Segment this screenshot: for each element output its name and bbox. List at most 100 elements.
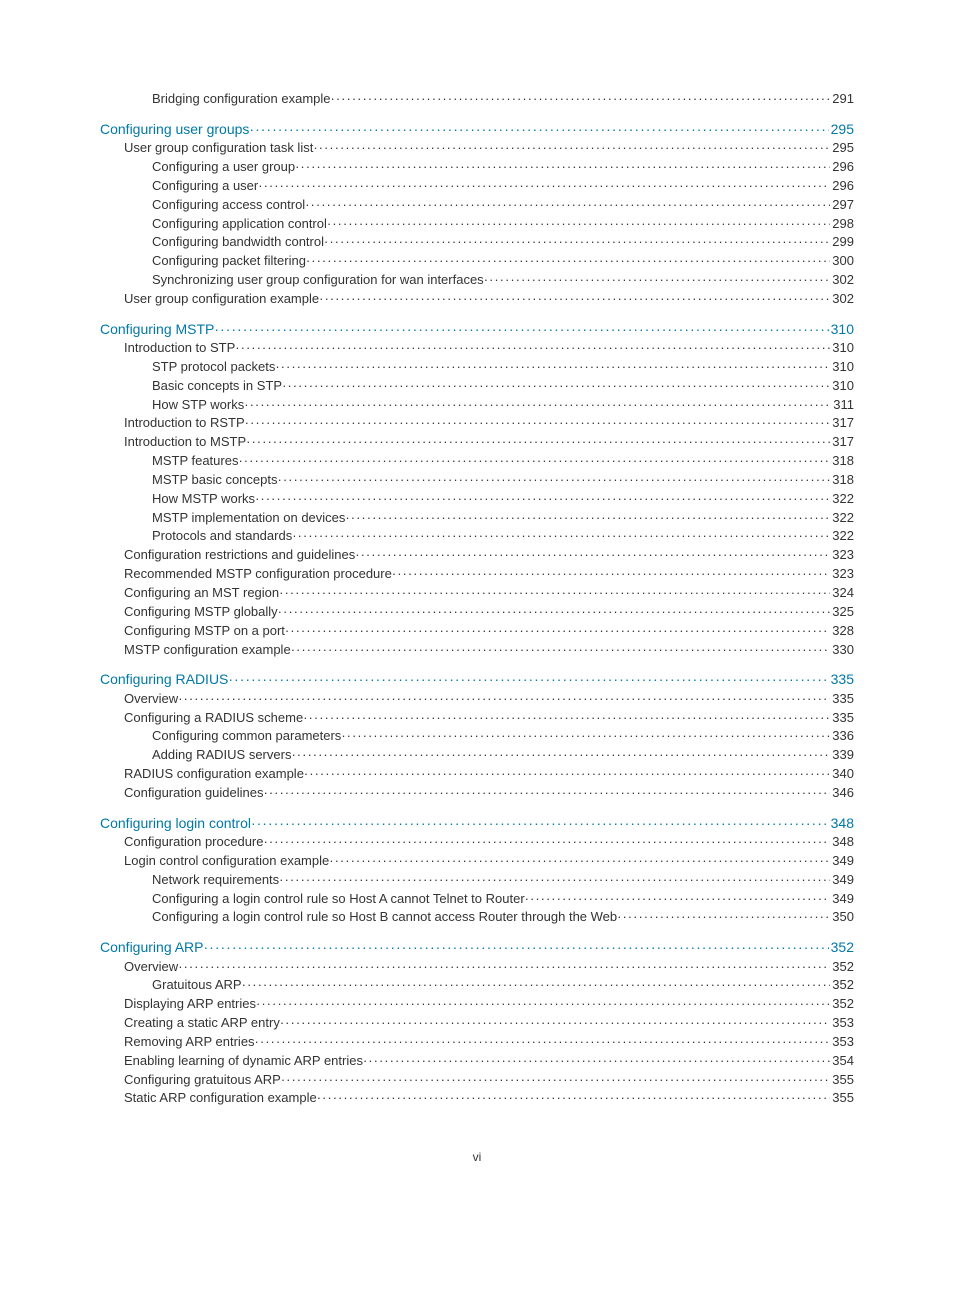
toc-page-number: 346: [830, 784, 854, 803]
toc-label: Configuring a RADIUS scheme: [124, 709, 303, 728]
toc-leader-dots: [275, 358, 830, 377]
toc-page-number: 355: [830, 1089, 854, 1108]
toc-label[interactable]: Configuring MSTP: [100, 319, 214, 339]
toc-chapter[interactable]: Configuring user groups 295: [100, 119, 854, 139]
toc-entry: Overview 352: [100, 958, 854, 977]
toc-label: Configuring application control: [152, 215, 327, 234]
toc-chapter[interactable]: Configuring login control 348: [100, 813, 854, 833]
toc-page-number: 300: [830, 252, 854, 271]
toc-page-number: 353: [830, 1033, 854, 1052]
toc-entry: User group configuration example 302: [100, 290, 854, 309]
toc-page-number: 335: [829, 669, 854, 689]
toc-leader-dots: [280, 1014, 830, 1033]
toc-leader-dots: [279, 584, 830, 603]
toc-leader-dots: [525, 890, 831, 909]
toc-page-number: 310: [830, 339, 854, 358]
toc-label: Introduction to MSTP: [124, 433, 246, 452]
toc-label[interactable]: Configuring RADIUS: [100, 669, 228, 689]
toc-page-number: 302: [830, 271, 854, 290]
toc-entry: Configuring a user 296: [100, 177, 854, 196]
toc-entry: Configuring bandwidth control 299: [100, 233, 854, 252]
toc-entry: MSTP basic concepts 318: [100, 471, 854, 490]
toc-entry: Login control configuration example 349: [100, 852, 854, 871]
toc-page-number: 350: [830, 908, 854, 927]
toc-page-number: 335: [830, 690, 854, 709]
toc-leader-dots: [355, 546, 830, 565]
toc-entry: Basic concepts in STP 310: [100, 377, 854, 396]
toc-page-number: 355: [830, 1071, 854, 1090]
toc-leader-dots: [324, 233, 830, 252]
toc-leader-dots: [178, 690, 830, 709]
toc-page-number: 348: [830, 833, 854, 852]
toc-label: Recommended MSTP configuration procedure: [124, 565, 392, 584]
toc-entry: Overview 335: [100, 690, 854, 709]
toc-page-number: 325: [830, 603, 854, 622]
toc-chapter[interactable]: Configuring ARP 352: [100, 937, 854, 957]
toc-entry: Configuring access control 297: [100, 196, 854, 215]
toc-page-number: 297: [830, 196, 854, 215]
toc-page-number: 318: [830, 452, 854, 471]
toc-page-number: 349: [830, 871, 854, 890]
toc-section: Configuring MSTP 310Introduction to STP …: [100, 319, 854, 660]
toc-page-number: 339: [830, 746, 854, 765]
toc-leader-dots: [245, 414, 831, 433]
toc-leader-dots: [341, 727, 830, 746]
toc-page-number: 336: [830, 727, 854, 746]
toc-leader-dots: [363, 1052, 830, 1071]
toc-page-number: 310: [830, 358, 854, 377]
toc-entry: Removing ARP entries 353: [100, 1033, 854, 1052]
toc-entry: Configuring an MST region 324: [100, 584, 854, 603]
toc-page-number: 302: [830, 290, 854, 309]
toc-entry: Configuring MSTP on a port 328: [100, 622, 854, 641]
toc-leader-dots: [235, 339, 830, 358]
toc-label: Basic concepts in STP: [152, 377, 282, 396]
table-of-contents: Bridging configuration example 291 Config…: [100, 90, 854, 1108]
toc-leader-dots: [291, 641, 831, 660]
toc-leader-dots: [178, 958, 830, 977]
toc-label: Configuration guidelines: [124, 784, 263, 803]
toc-label[interactable]: Configuring user groups: [100, 119, 249, 139]
toc-entry: User group configuration task list 295: [100, 139, 854, 158]
toc-leader-dots: [317, 1089, 831, 1108]
toc-chapter[interactable]: Configuring MSTP 310: [100, 319, 854, 339]
toc-leader-dots: [256, 995, 830, 1014]
toc-label: STP protocol packets: [152, 358, 275, 377]
toc-entry: How STP works 311: [100, 396, 854, 415]
toc-label[interactable]: Configuring login control: [100, 813, 251, 833]
toc-leader-dots: [306, 252, 830, 271]
toc-label: MSTP implementation on devices: [152, 509, 345, 528]
toc-leader-dots: [281, 1071, 830, 1090]
toc-leader-dots: [279, 871, 830, 890]
toc-label[interactable]: Configuring ARP: [100, 937, 204, 957]
toc-page-number: 352: [830, 995, 854, 1014]
toc-label: How MSTP works: [152, 490, 255, 509]
toc-leader-dots: [345, 509, 830, 528]
toc-page-number: 299: [830, 233, 854, 252]
toc-page-number: 352: [830, 958, 854, 977]
toc-page-number: 295: [830, 139, 854, 158]
toc-page-number: 295: [829, 119, 854, 139]
toc-page-number: 354: [830, 1052, 854, 1071]
toc-leader-dots: [249, 119, 828, 139]
toc-label: Bridging configuration example: [152, 90, 331, 109]
toc-page-number: 311: [831, 396, 854, 415]
toc-chapter[interactable]: Configuring RADIUS 335: [100, 669, 854, 689]
toc-page-number: 317: [830, 414, 854, 433]
toc-page-number: 349: [830, 852, 854, 871]
toc-leader-dots: [204, 937, 829, 957]
toc-label: Configuring gratuitous ARP: [124, 1071, 281, 1090]
toc-page: Bridging configuration example 291 Config…: [0, 0, 954, 1204]
toc-label: Configuring an MST region: [124, 584, 279, 603]
toc-entry: Introduction to MSTP 317: [100, 433, 854, 452]
toc-leader-dots: [291, 746, 830, 765]
toc-label: MSTP basic concepts: [152, 471, 277, 490]
toc-label: Synchronizing user group configuration f…: [152, 271, 484, 290]
toc-entry: How MSTP works 322: [100, 490, 854, 509]
toc-page-number: 291: [830, 90, 854, 109]
toc-label: How STP works: [152, 396, 244, 415]
toc-page-number: 322: [830, 527, 854, 546]
toc-entry: Protocols and standards 322: [100, 527, 854, 546]
toc-label: Overview: [124, 958, 178, 977]
toc-label: Configuring MSTP globally: [124, 603, 278, 622]
toc-section: Configuring ARP 352Overview 352Gratuitou…: [100, 937, 854, 1108]
